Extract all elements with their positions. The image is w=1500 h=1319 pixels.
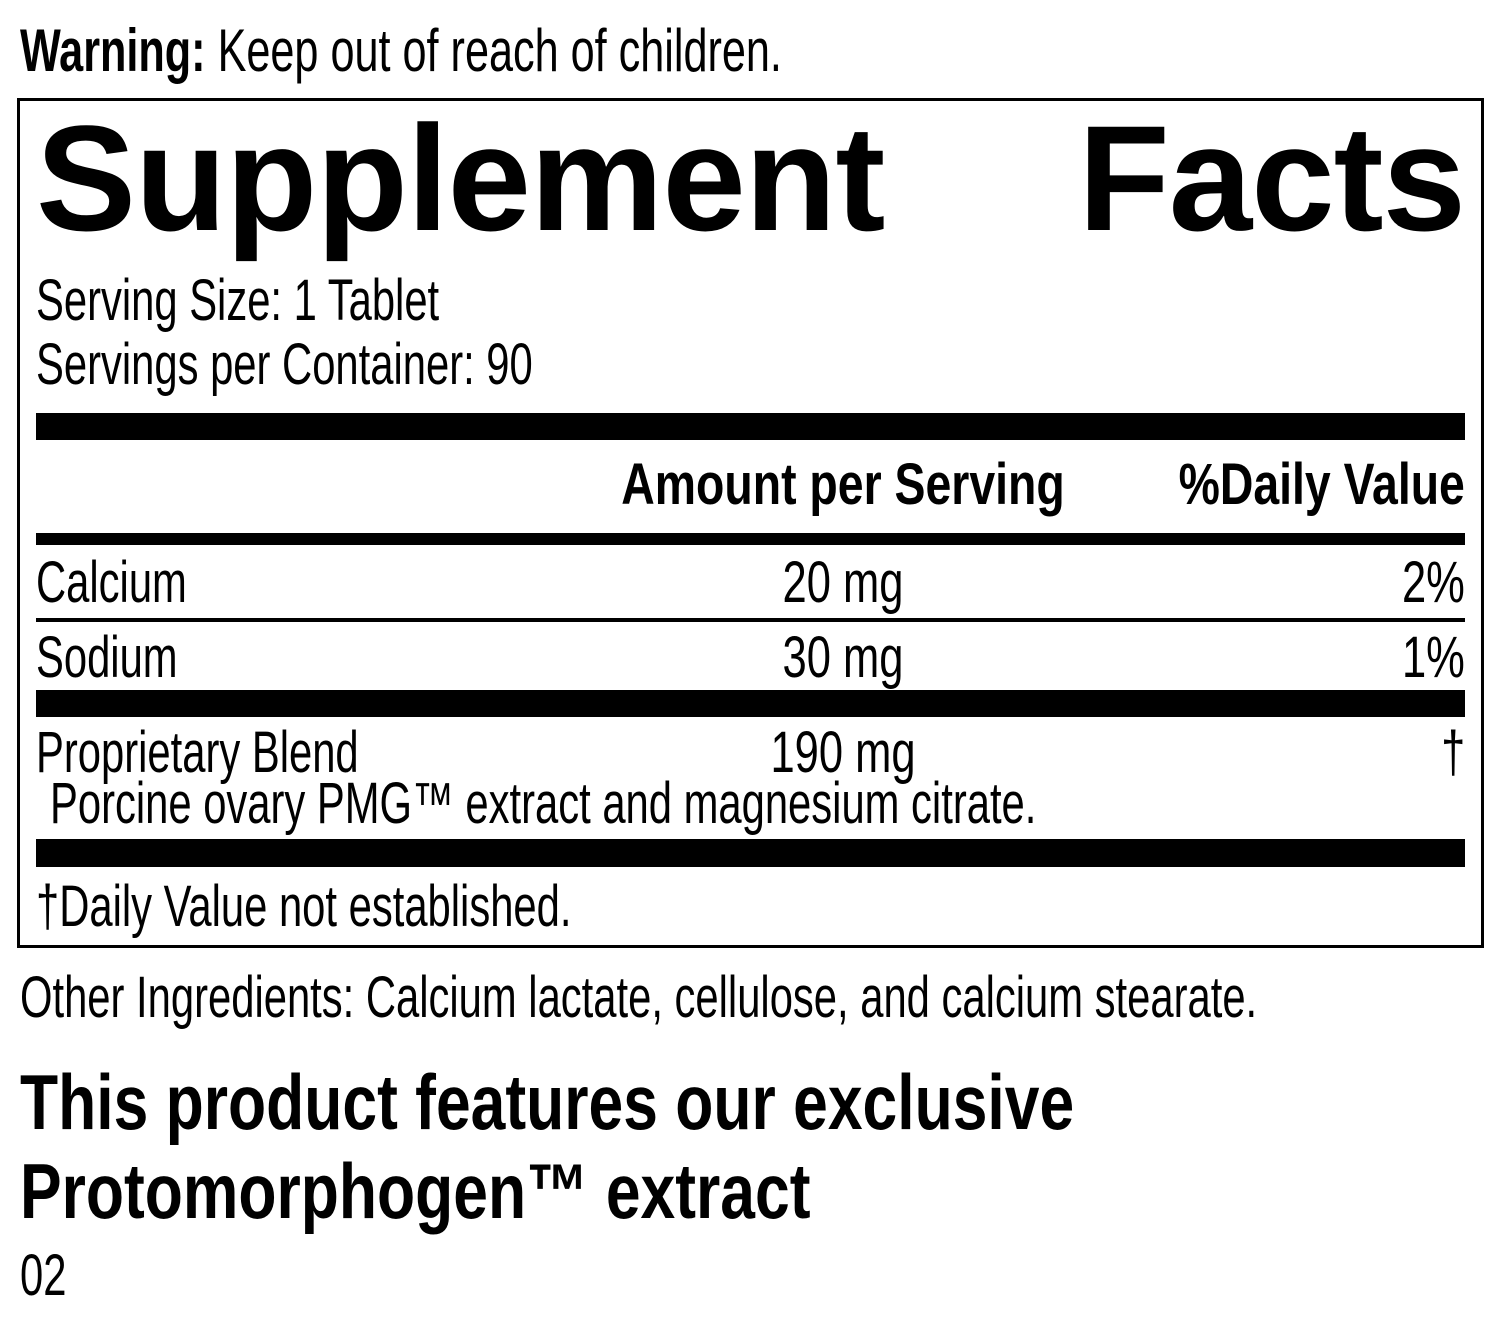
blend-description-line: Porcine ovary PMG™ extract and magnesium… xyxy=(36,775,1465,833)
nutrient-name: Proprietary Blend xyxy=(36,720,359,785)
daily-value-footnote-line: †Daily Value not established. xyxy=(36,867,1465,945)
nutrient-daily-value: 2% xyxy=(1402,550,1465,615)
serving-info: Serving Size: 1 Tablet Servings per Cont… xyxy=(36,269,1465,397)
feature-heading-line2: Protomorphogen™ extract xyxy=(20,1147,811,1235)
feature-heading: This product features our exclusive Prot… xyxy=(20,1058,1338,1236)
page-number: 02 xyxy=(20,1243,67,1308)
table-row-proprietary-blend: Proprietary Blend 190 mg † xyxy=(36,717,1465,785)
column-header-daily-value: %Daily Value xyxy=(1178,452,1465,517)
warning-line-text: Warning: Keep out of reach of children. xyxy=(20,18,782,84)
nutrient-amount: 30 mg xyxy=(782,625,904,690)
page-number-line: 02 xyxy=(20,1244,85,1308)
panel-title: Supplement Facts xyxy=(36,94,1466,262)
table-row-calcium: Calcium 20 mg 2% xyxy=(36,545,1465,618)
panel-title-word-facts: Facts xyxy=(1078,94,1466,262)
divider-medium xyxy=(36,533,1465,545)
feature-heading-line1-wrap: This product features our exclusive xyxy=(20,1058,1338,1147)
nutrient-name: Sodium xyxy=(36,625,178,690)
warning-line: Warning: Keep out of reach of children. xyxy=(20,18,1078,84)
panel-title-word-supplement: Supplement xyxy=(36,94,885,262)
serving-size-line: Serving Size: 1 Tablet xyxy=(36,268,440,333)
warning-text: Keep out of reach of children. xyxy=(205,17,782,84)
nutrient-name: Calcium xyxy=(36,550,187,615)
warning-label: Warning: xyxy=(20,17,206,84)
column-header-amount: Amount per Serving xyxy=(621,452,1066,517)
divider-thick-top xyxy=(36,413,1465,440)
servings-per-container-line: Servings per Container: 90 xyxy=(36,332,533,397)
table-header-row: Amount per Serving %Daily Value xyxy=(36,440,1465,533)
feature-heading-line2-wrap: Protomorphogen™ extract xyxy=(20,1147,1338,1236)
divider-thick-middle xyxy=(36,690,1465,717)
daily-value-footnote: †Daily Value not established. xyxy=(36,874,572,939)
supplement-facts-panel: Supplement Facts Serving Size: 1 Tablet … xyxy=(17,98,1484,948)
other-ingredients-text: Other Ingredients: Calcium lactate, cell… xyxy=(20,965,1258,1030)
nutrient-amount: 190 mg xyxy=(770,720,916,785)
other-ingredients-line: Other Ingredients: Calcium lactate, cell… xyxy=(20,966,1500,1030)
nutrient-daily-value: † xyxy=(1440,720,1465,785)
feature-heading-line1: This product features our exclusive xyxy=(20,1058,1075,1146)
divider-hairline xyxy=(36,618,1465,622)
blend-description: Porcine ovary PMG™ extract and magnesium… xyxy=(50,771,1037,836)
divider-thick-bottom xyxy=(36,839,1465,867)
nutrient-amount: 20 mg xyxy=(782,550,904,615)
table-row-sodium: Sodium 30 mg 1% xyxy=(36,622,1465,690)
nutrient-daily-value: 1% xyxy=(1402,625,1465,690)
